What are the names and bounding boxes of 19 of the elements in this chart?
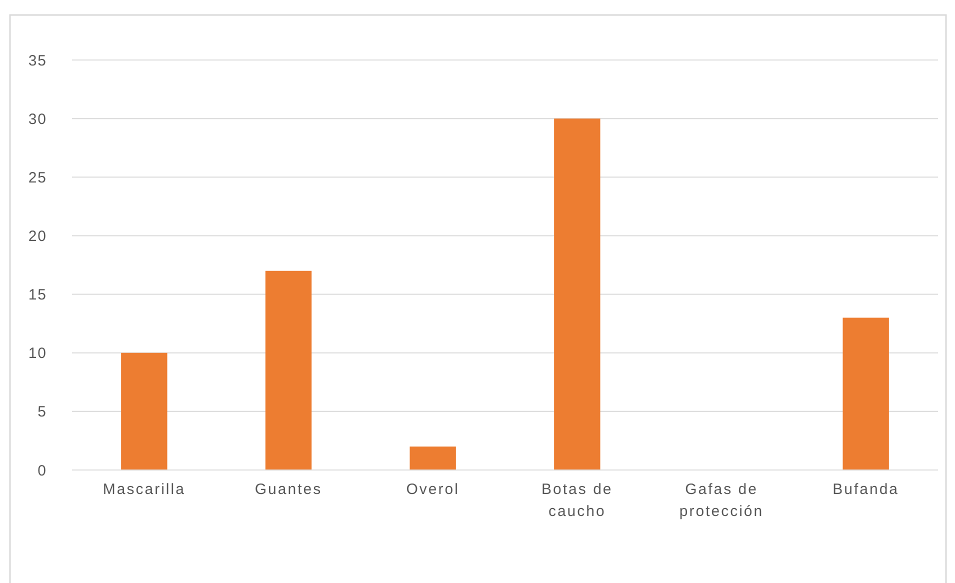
y-tick-label: 0: [38, 462, 47, 480]
x-tick-label: Bufanda: [832, 481, 900, 498]
bar: [265, 270, 312, 470]
y-tick-label: 10: [28, 345, 47, 362]
y-tick-label: 20: [28, 228, 47, 245]
bar: [842, 318, 889, 470]
x-tick-label: Mascarilla: [102, 481, 186, 498]
bar: [121, 352, 168, 470]
y-tick-label: 5: [38, 404, 47, 421]
x-tick-label: Gafas de protección: [679, 481, 764, 520]
y-tick-label: 15: [28, 286, 47, 304]
bar: [410, 446, 456, 470]
y-tick-label: 35: [28, 52, 47, 70]
bar: [554, 118, 600, 470]
y-tick-label: 30: [28, 110, 47, 128]
x-tick-label: Botas de caucho: [542, 481, 613, 520]
x-tick-label: Overol: [406, 481, 460, 498]
x-tick-label: Guantes: [254, 481, 322, 498]
y-tick-label: 25: [28, 169, 47, 186]
